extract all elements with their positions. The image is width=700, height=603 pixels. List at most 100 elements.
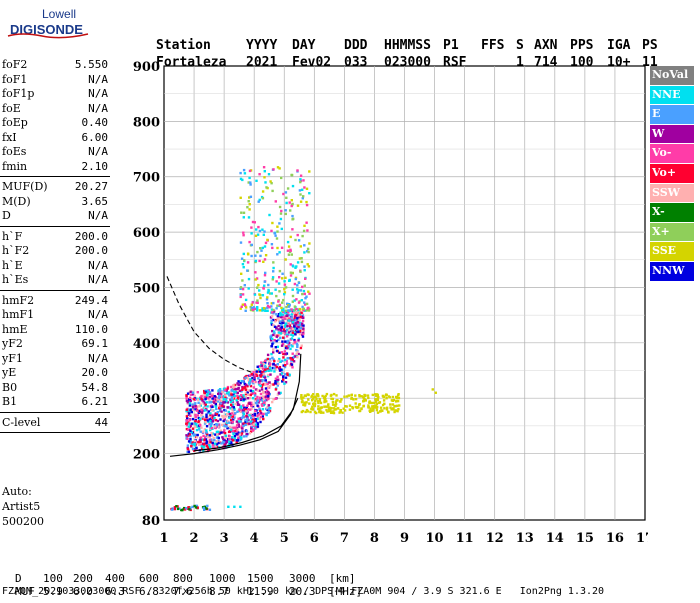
echo-point xyxy=(264,391,268,394)
echo-point xyxy=(261,197,265,200)
echo-point xyxy=(266,406,269,409)
echo-point xyxy=(295,298,298,301)
echo-point xyxy=(274,320,277,323)
echo-point xyxy=(278,276,281,279)
echo-point xyxy=(241,293,245,296)
echo-point xyxy=(265,186,268,189)
echo-point xyxy=(270,319,273,322)
echo-point xyxy=(181,508,184,512)
echo-point xyxy=(278,314,282,317)
profile-curve xyxy=(194,353,302,452)
echo-point xyxy=(366,394,370,397)
parameter-value: N/A xyxy=(88,308,108,321)
echo-point xyxy=(208,444,211,447)
echo-point xyxy=(213,425,216,428)
echo-point xyxy=(210,394,214,398)
parameter-divider xyxy=(0,176,110,177)
echo-point xyxy=(214,405,217,408)
echo-point xyxy=(210,432,213,435)
echo-point xyxy=(277,331,281,334)
parameter-panel: foF2 5.550 foF1 N/A foF1p N/A foE N/A foEp 0.40 fx… xyxy=(0,58,110,436)
echo-point xyxy=(282,320,286,323)
echo-point xyxy=(280,372,284,375)
echo-point xyxy=(275,339,278,343)
echo-point xyxy=(265,398,268,402)
echo-point xyxy=(269,359,272,363)
echo-point xyxy=(286,314,289,317)
echo-point xyxy=(340,398,343,401)
echo-point xyxy=(222,437,225,441)
echo-point xyxy=(305,200,308,204)
echo-point xyxy=(266,304,270,308)
echo-point xyxy=(291,288,294,291)
echo-point xyxy=(196,398,200,401)
echo-point xyxy=(267,404,270,407)
echo-point xyxy=(276,380,279,383)
echo-point xyxy=(206,443,210,446)
muf-value: 7.6 xyxy=(173,585,193,598)
muf-value: 6.3 xyxy=(105,585,125,598)
parameter-row-foep: foEp 0.40 xyxy=(0,116,110,131)
echo-point xyxy=(269,407,272,410)
echo-point xyxy=(227,391,230,394)
echo-point xyxy=(203,402,207,405)
echo-point xyxy=(211,444,215,447)
echo-point xyxy=(194,413,197,417)
echo-point xyxy=(276,230,279,233)
echo-point xyxy=(250,425,254,429)
echo-point xyxy=(279,212,283,215)
echo-point xyxy=(363,398,366,401)
echo-point xyxy=(262,260,265,263)
echo-point xyxy=(275,313,278,316)
echo-point xyxy=(194,506,198,509)
echo-point xyxy=(200,445,203,448)
echo-point xyxy=(310,407,313,411)
echo-point xyxy=(286,249,290,252)
echo-point xyxy=(208,391,212,394)
echo-point xyxy=(211,439,214,442)
echo-point xyxy=(261,190,265,193)
echo-point xyxy=(374,393,377,396)
echo-point xyxy=(295,314,299,317)
d-value: 600 xyxy=(139,572,159,585)
echo-point xyxy=(258,389,261,392)
echo-point xyxy=(276,253,279,256)
echo-point xyxy=(255,228,258,231)
echo-point xyxy=(280,368,283,371)
parameter-row-clevel: C-level 44 xyxy=(0,416,110,431)
parameter-name: B0 xyxy=(2,380,18,394)
echo-point xyxy=(206,405,209,408)
echo-point xyxy=(186,450,189,454)
echo-point xyxy=(185,427,189,431)
parameter-value: 200.0 xyxy=(74,229,108,243)
echo-point xyxy=(199,424,202,427)
echo-point xyxy=(253,378,256,381)
echo-point xyxy=(248,414,251,417)
echo-point xyxy=(306,307,309,310)
echo-point xyxy=(274,397,277,400)
echo-point xyxy=(242,409,245,412)
echo-point xyxy=(219,392,223,395)
echo-point xyxy=(195,428,199,432)
echo-point xyxy=(276,375,279,378)
echo-point xyxy=(195,446,198,449)
parameter-name: foEs xyxy=(2,145,27,158)
echo-point xyxy=(285,333,288,336)
polarization-legend: NoVal NNE E W Vo- Vo+ SSW X- X+ SSE NNW xyxy=(650,66,694,282)
echo-point xyxy=(342,407,345,410)
echo-point xyxy=(256,250,259,254)
echo-point xyxy=(282,328,286,331)
echo-point xyxy=(233,407,236,410)
echo-point xyxy=(191,391,195,394)
echo-point xyxy=(170,508,174,511)
echo-point xyxy=(277,382,280,385)
echo-point xyxy=(265,389,269,392)
echo-point xyxy=(213,401,216,404)
x-tick-label: 16 xyxy=(606,531,624,546)
echo-point xyxy=(299,327,302,330)
echo-point xyxy=(315,397,318,401)
echo-point xyxy=(287,373,291,376)
echo-point xyxy=(246,269,249,272)
parameter-row-foes: foEs N/A xyxy=(0,145,110,160)
echo-point xyxy=(256,307,259,310)
